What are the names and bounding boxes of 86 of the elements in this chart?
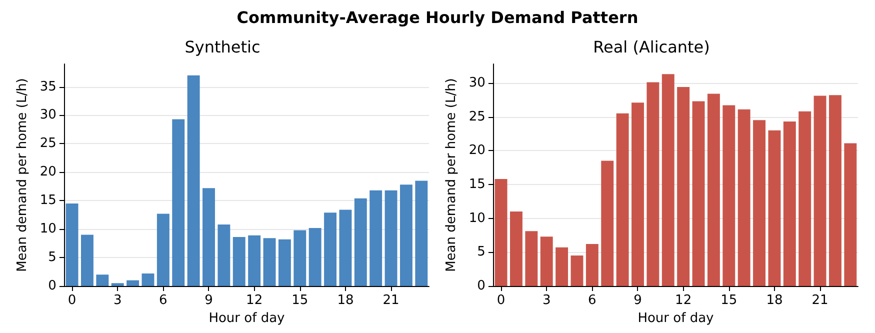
bar: [172, 119, 185, 286]
x-tick-label: 15: [720, 293, 738, 308]
bar: [494, 179, 508, 286]
bar: [540, 236, 553, 286]
x-tick-label: 12: [246, 293, 263, 308]
bar: [294, 230, 306, 286]
bar: [66, 203, 78, 286]
y-tick-label: 10: [40, 222, 56, 237]
y-tick-label: 5: [48, 250, 56, 266]
bar: [722, 105, 736, 286]
y-axis-title: Mean demand per home (L/h): [15, 78, 30, 272]
x-tick-label: 18: [766, 293, 783, 308]
bar: [248, 235, 261, 286]
y-tick-label: 0: [477, 278, 486, 294]
y-axis-title: Mean demand per home (L/h): [444, 78, 459, 272]
y-tick-label: 15: [40, 193, 56, 208]
y-tick-label: 10: [468, 210, 486, 226]
x-axis-title: Hour of day: [638, 311, 714, 326]
x-tick-label: 0: [68, 293, 76, 308]
bar: [339, 210, 352, 286]
bar: [142, 273, 154, 286]
x-tick-label: 9: [634, 293, 642, 308]
y-tick-label: 0: [48, 278, 56, 294]
y-tick-label: 30: [468, 75, 486, 90]
bar: [662, 74, 674, 286]
x-tick-label: 21: [382, 293, 400, 308]
x-tick-label: 3: [113, 293, 122, 308]
bar: [218, 224, 230, 286]
bar: [707, 94, 720, 286]
bar: [798, 111, 812, 286]
bar: [384, 190, 398, 286]
bar: [753, 120, 766, 286]
x-tick-label: 9: [204, 293, 213, 308]
bar: [646, 82, 660, 286]
y-tick-label: 15: [468, 176, 486, 192]
y-tick-label: 25: [40, 136, 56, 152]
bar: [616, 113, 629, 286]
x-tick-label: 12: [675, 293, 692, 308]
x-tick-label: 6: [588, 293, 596, 308]
x-tick-label: 18: [337, 293, 354, 308]
bar: [632, 102, 644, 286]
y-tick-label: 35: [40, 79, 56, 94]
bar: [308, 228, 322, 286]
y-tick-label: 20: [468, 143, 486, 158]
bar: [324, 212, 336, 286]
bar: [111, 283, 124, 286]
bar: [601, 160, 614, 286]
bar: [556, 247, 568, 286]
bar: [370, 190, 382, 286]
bar: [510, 212, 522, 286]
bar: [783, 122, 796, 286]
bar: [400, 184, 412, 286]
x-tick-label: 15: [292, 293, 308, 308]
bar: [278, 239, 291, 286]
bar: [768, 130, 781, 286]
y-tick-label: 25: [468, 109, 486, 124]
y-tick-label: 5: [477, 244, 486, 260]
y-tick-label: 20: [40, 164, 56, 180]
x-tick-label: 21: [812, 293, 828, 308]
chart-title: Real (Alicante): [593, 38, 710, 56]
bar: [844, 143, 857, 286]
bar: [525, 231, 538, 286]
bar: [202, 188, 215, 286]
bar: [156, 214, 170, 286]
bar: [81, 234, 94, 286]
bar: [814, 96, 826, 286]
bar: [232, 237, 246, 286]
text: Community-Average Hourly Demand Pattern: [236, 8, 640, 29]
chart-title: Synthetic: [184, 38, 260, 56]
bar: [263, 238, 276, 286]
bar: [354, 198, 367, 286]
x-tick-label: 6: [159, 293, 168, 308]
x-tick-label: 0: [496, 293, 506, 308]
y-tick-label: 30: [40, 108, 56, 123]
x-axis-title: Hour of day: [208, 311, 286, 326]
bar: [126, 280, 140, 286]
x-tick-label: 3: [542, 293, 551, 308]
bar: [586, 244, 598, 286]
bar: [738, 109, 750, 286]
bar: [677, 87, 690, 286]
bar: [828, 95, 842, 286]
bar: [570, 256, 584, 286]
bar: [187, 75, 200, 286]
bar: [692, 101, 705, 286]
bar: [96, 274, 109, 286]
bar: [415, 180, 428, 286]
